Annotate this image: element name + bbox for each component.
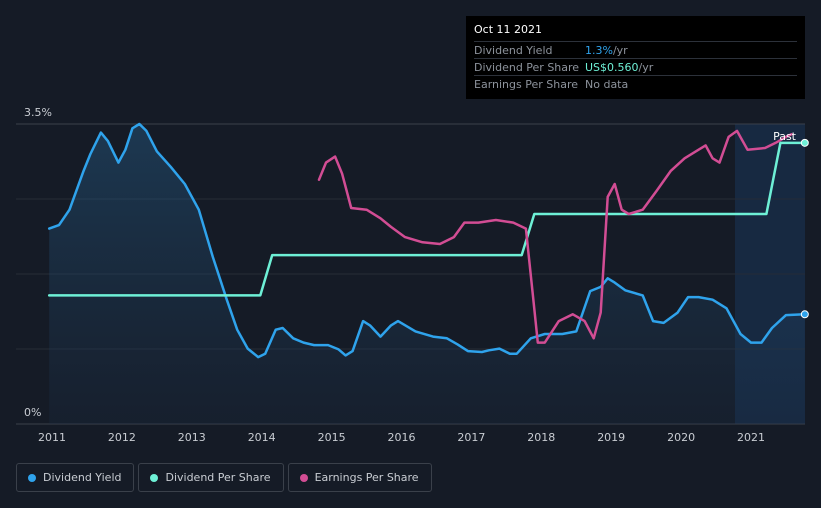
y-tick-label: 3.5%: [24, 106, 52, 119]
x-tick-label: 2021: [737, 431, 765, 444]
x-tick-label: 2020: [667, 431, 695, 444]
x-tick-label: 2017: [457, 431, 485, 444]
tooltip-value: No data: [585, 77, 629, 91]
tooltip-date: Oct 11 2021: [474, 23, 543, 36]
hover-tooltip: Oct 11 2021 Dividend Yield 1.3% /yr Divi…: [466, 16, 805, 99]
legend-label: Dividend Per Share: [165, 471, 271, 484]
legend-earnings-per-share[interactable]: Earnings Per Share: [287, 463, 432, 492]
tooltip-value: 1.3%: [585, 43, 613, 57]
x-tick-label: 2014: [248, 431, 276, 444]
chart-legend: Dividend Yield Dividend Per Share Earnin…: [16, 463, 436, 492]
legend-dividend-per-share[interactable]: Dividend Per Share: [138, 463, 284, 492]
legend-dividend-yield[interactable]: Dividend Yield: [16, 463, 135, 492]
x-tick-label: 2015: [318, 431, 346, 444]
tooltip-unit: /yr: [612, 43, 628, 57]
tooltip-row-earnings-per-share: Earnings Per Share No data: [474, 75, 797, 92]
axis-ticks: 2011 2012 2013 2014 2015 2016 2017 2018 2019 2020…: [24, 106, 797, 444]
tooltip-unit: /yr: [638, 60, 654, 74]
x-tick-label: 2011: [38, 431, 66, 444]
legend-dot-icon: [150, 473, 159, 482]
dividend-chart: 2011 2012 2013 2014 2015 2016 2017 2018 2019 2020…: [16, 106, 809, 444]
legend-label: Earnings Per Share: [314, 471, 419, 484]
past-label: Past: [773, 130, 797, 143]
earnings-per-share-line: [317, 129, 793, 344]
tooltip-row-dividend-per-share: Dividend Per Share US$0.560 /yr: [474, 58, 797, 75]
y-tick-label: 0%: [24, 406, 41, 419]
legend-dot-icon: [28, 473, 36, 482]
tooltip-label: Dividend Yield: [474, 43, 553, 57]
dividend-yield-line: [47, 122, 807, 359]
series-layer: [47, 122, 809, 424]
tooltip-row-dividend-yield: Dividend Yield 1.3% /yr: [474, 41, 797, 58]
tooltip-label: Dividend Per Share: [474, 60, 580, 74]
dividend-yield-end-point: [800, 310, 809, 319]
x-tick-label: 2019: [597, 431, 625, 444]
x-tick-label: 2013: [178, 431, 206, 444]
tooltip-value: US$0.560: [585, 60, 639, 74]
x-tick-label: 2018: [527, 431, 555, 444]
legend-label: Dividend Yield: [43, 471, 122, 484]
x-tick-label: 2016: [388, 431, 416, 444]
legend-dot-icon: [299, 473, 308, 482]
dividend-yield-area: [49, 124, 805, 424]
dividend-per-share-end-point: [800, 138, 809, 147]
dividend-per-share-line: [47, 141, 807, 297]
x-tick-label: 2012: [108, 431, 136, 444]
tooltip-label: Earnings Per Share: [474, 77, 579, 91]
